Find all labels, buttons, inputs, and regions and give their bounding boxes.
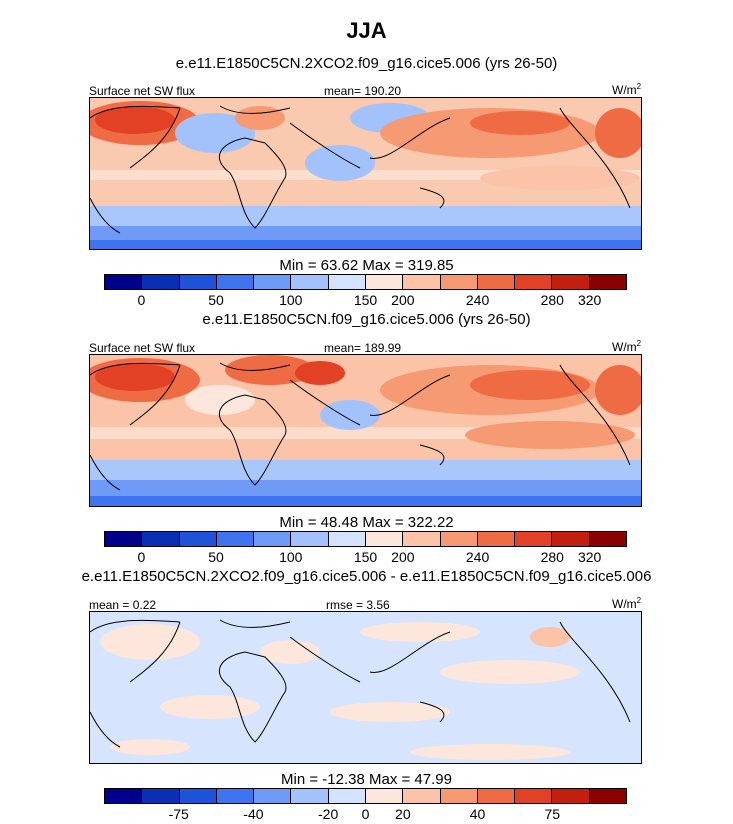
colorbar-tick-label: 200 <box>391 549 415 565</box>
colorbar-box <box>403 275 441 289</box>
colorbar-box <box>589 275 626 289</box>
colorbar-tick-label: 0 <box>361 806 370 822</box>
colorbar-tick-label: -40 <box>243 806 264 822</box>
colorbar-tick-label: -75 <box>168 806 189 822</box>
colorbar-box <box>440 532 478 546</box>
panel1-minmax: Min = 63.62 Max = 319.85 <box>279 257 454 274</box>
colorbar-box <box>515 789 553 803</box>
colorbar-box <box>328 789 366 803</box>
colorbar-box <box>216 275 255 289</box>
colorbar-tick-label: 50 <box>208 292 224 308</box>
panel1-mean-label: mean= 190.20 <box>324 84 402 98</box>
colorbar-tick-label: 50 <box>208 549 224 565</box>
panel1-colorbar <box>104 274 627 290</box>
colorbar-tick-label: 100 <box>279 549 303 565</box>
panel1-units: W/m2 <box>612 82 642 97</box>
colorbar-tick-label: 40 <box>469 806 486 822</box>
colorbar-tick-label: 280 <box>540 292 564 308</box>
colorbar-box <box>403 789 441 803</box>
colorbar-box <box>142 275 180 289</box>
panel1-variable-label: Surface net SW flux <box>89 84 196 98</box>
colorbar-box <box>291 275 329 289</box>
panel2-case-title: e.e11.E1850C5CN.f09_g16.cice5.006 (yrs 2… <box>202 311 531 328</box>
colorbar-box <box>403 532 441 546</box>
figure-title: JJA <box>346 18 387 43</box>
panel1-case-title: e.e11.E1850C5CN.2XCO2.f09_g16.cice5.006 … <box>175 55 558 72</box>
colorbar-tick-label: 0 <box>137 549 146 565</box>
colorbar-box <box>142 789 180 803</box>
colorbar-box <box>365 532 404 546</box>
colorbar-box <box>216 532 255 546</box>
colorbar-tick-label: 75 <box>544 806 561 822</box>
colorbar-box <box>179 789 217 803</box>
colorbar-tick-label: 150 <box>353 292 378 308</box>
colorbar-tick-label: 0 <box>137 292 146 308</box>
colorbar-box <box>105 275 143 289</box>
panel3-case-title: e.e11.E1850C5CN.2XCO2.f09_g16.cice5.006 … <box>81 568 652 585</box>
colorbar-box <box>105 789 143 803</box>
colorbar-box <box>440 789 478 803</box>
colorbar-box <box>515 532 553 546</box>
colorbar-box <box>477 532 516 546</box>
colorbar-box <box>328 532 366 546</box>
colorbar-tick-label: 200 <box>391 292 415 308</box>
panel2-colorbar <box>104 531 627 547</box>
colorbar-box <box>477 789 516 803</box>
panel2-variable-label: Surface net SW flux <box>89 341 196 355</box>
colorbar-box <box>179 532 217 546</box>
colorbar-box <box>477 275 516 289</box>
colorbar-box <box>254 789 292 803</box>
panel3-units: W/m2 <box>612 596 642 611</box>
panel2-mean-label: mean= 189.99 <box>324 341 402 355</box>
panel2-map <box>89 354 642 507</box>
panel3-rmse-label: rmse = 3.56 <box>326 598 390 612</box>
colorbar-box <box>365 275 404 289</box>
panel3-map <box>89 611 642 764</box>
colorbar-box <box>440 275 478 289</box>
colorbar-box <box>291 789 329 803</box>
colorbar-box <box>552 532 590 546</box>
panel1-colorbar-ticks: 0 50 100 150 200 240 280 320 <box>104 292 627 310</box>
colorbar-box <box>589 532 626 546</box>
colorbar-tick-label: 240 <box>465 549 490 565</box>
colorbar-box <box>365 789 404 803</box>
colorbar-box <box>328 275 366 289</box>
panel2-units: W/m2 <box>612 339 642 354</box>
panel3-mean-label: mean = 0.22 <box>89 598 157 612</box>
panel2-colorbar-ticks: 0 50 100 150 200 240 280 320 <box>104 549 627 567</box>
colorbar-box <box>142 532 180 546</box>
colorbar-tick-label: 100 <box>279 292 303 308</box>
colorbar-tick-label: 320 <box>577 549 602 565</box>
panel1-map <box>89 97 642 250</box>
colorbar-tick-label: 280 <box>540 549 564 565</box>
panel3-minmax: Min = -12.38 Max = 47.99 <box>281 771 452 788</box>
colorbar-box <box>515 275 553 289</box>
colorbar-box <box>179 275 217 289</box>
colorbar-tick-label: 20 <box>395 806 411 822</box>
colorbar-box <box>105 532 143 546</box>
colorbar-box <box>254 532 292 546</box>
colorbar-tick-label: 320 <box>577 292 602 308</box>
panel2-minmax: Min = 48.48 Max = 322.22 <box>279 514 454 531</box>
colorbar-box <box>552 275 590 289</box>
colorbar-tick-label: -20 <box>318 806 339 822</box>
colorbar-tick-label: 150 <box>353 549 378 565</box>
colorbar-box <box>589 789 626 803</box>
panel3-colorbar <box>104 788 627 804</box>
colorbar-box <box>291 532 329 546</box>
colorbar-box <box>552 789 590 803</box>
panel3-colorbar-ticks: -75 -40 -20 0 20 40 75 <box>104 806 627 824</box>
colorbar-box <box>216 789 255 803</box>
colorbar-box <box>254 275 292 289</box>
colorbar-tick-label: 240 <box>465 292 490 308</box>
